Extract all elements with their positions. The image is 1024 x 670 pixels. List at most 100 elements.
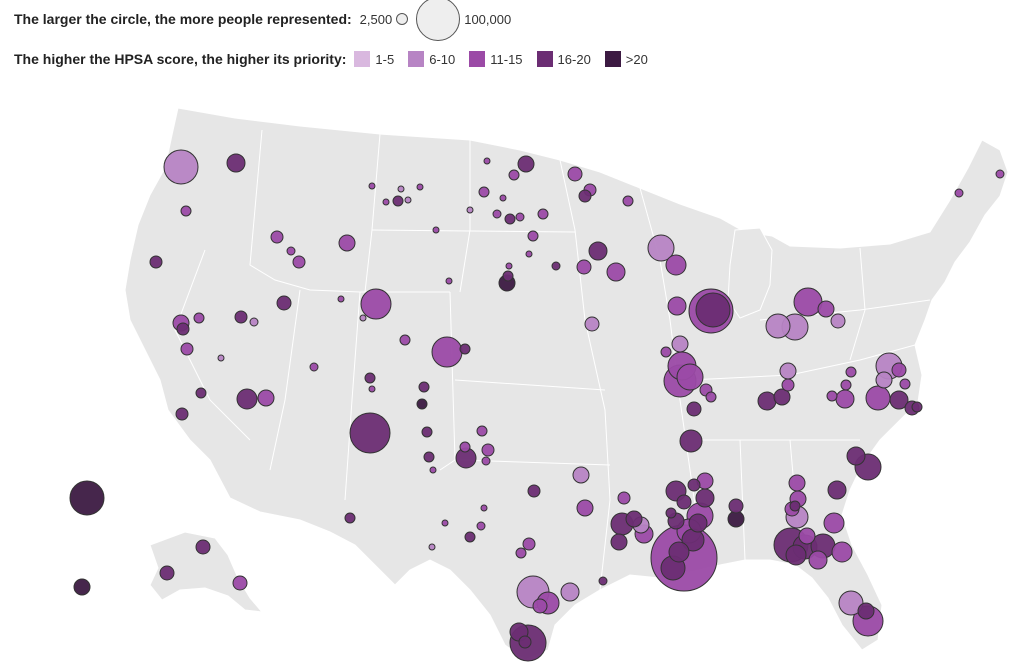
hpsa-bubble[interactable] — [665, 507, 677, 519]
hpsa-bubble[interactable] — [527, 230, 539, 242]
hpsa-bubble[interactable] — [610, 533, 628, 551]
hpsa-bubble[interactable] — [625, 510, 643, 528]
hpsa-bubble[interactable] — [163, 149, 199, 185]
hpsa-bubble[interactable] — [515, 212, 525, 222]
hpsa-bubble[interactable] — [667, 296, 687, 316]
hpsa-bubble[interactable] — [337, 295, 345, 303]
hpsa-bubble[interactable] — [572, 466, 590, 484]
hpsa-bubble[interactable] — [459, 343, 471, 355]
hpsa-bubble[interactable] — [647, 234, 675, 262]
hpsa-bubble[interactable] — [671, 335, 689, 353]
hpsa-bubble[interactable] — [226, 153, 246, 173]
hpsa-bubble[interactable] — [515, 547, 527, 559]
hpsa-bubble[interactable] — [785, 544, 807, 566]
hpsa-bubble[interactable] — [857, 602, 875, 620]
hpsa-bubble[interactable] — [826, 390, 838, 402]
hpsa-bubble[interactable] — [676, 494, 692, 510]
hpsa-bubble[interactable] — [995, 169, 1005, 179]
hpsa-bubble[interactable] — [397, 185, 405, 193]
hpsa-bubble[interactable] — [195, 539, 211, 555]
hpsa-bubble[interactable] — [257, 389, 275, 407]
hpsa-bubble[interactable] — [889, 390, 909, 410]
hpsa-bubble[interactable] — [773, 388, 791, 406]
hpsa-bubble[interactable] — [159, 565, 175, 581]
hpsa-bubble[interactable] — [865, 385, 891, 411]
hpsa-bubble[interactable] — [765, 313, 791, 339]
hpsa-bubble[interactable] — [845, 366, 857, 378]
hpsa-bubble[interactable] — [798, 527, 816, 545]
hpsa-bubble[interactable] — [781, 378, 795, 392]
hpsa-bubble[interactable] — [779, 362, 797, 380]
hpsa-bubble[interactable] — [537, 208, 549, 220]
hpsa-bubble[interactable] — [459, 441, 471, 453]
hpsa-bubble[interactable] — [954, 188, 964, 198]
hpsa-bubble[interactable] — [193, 312, 205, 324]
hpsa-bubble[interactable] — [688, 513, 708, 533]
hpsa-bubble[interactable] — [705, 391, 717, 403]
hpsa-bubble[interactable] — [668, 541, 690, 563]
hpsa-bubble[interactable] — [428, 543, 436, 551]
hpsa-bubble[interactable] — [808, 550, 828, 570]
hpsa-bubble[interactable] — [466, 206, 474, 214]
hpsa-bubble[interactable] — [392, 195, 404, 207]
hpsa-bubble[interactable] — [757, 391, 777, 411]
hpsa-bubble[interactable] — [827, 480, 847, 500]
hpsa-bubble[interactable] — [217, 354, 225, 362]
hpsa-bubble[interactable] — [338, 234, 356, 252]
hpsa-bubble[interactable] — [517, 155, 535, 173]
hpsa-bubble[interactable] — [176, 322, 190, 336]
hpsa-bubble[interactable] — [695, 292, 731, 328]
hpsa-bubble[interactable] — [502, 270, 514, 282]
hpsa-bubble[interactable] — [793, 287, 823, 317]
hpsa-bubble[interactable] — [788, 474, 806, 492]
hpsa-bubble[interactable] — [359, 314, 367, 322]
hpsa-bubble[interactable] — [504, 213, 516, 225]
hpsa-bubble[interactable] — [276, 295, 292, 311]
hpsa-bubble[interactable] — [508, 169, 520, 181]
hpsa-bubble[interactable] — [445, 277, 453, 285]
hpsa-bubble[interactable] — [551, 261, 561, 271]
hpsa-bubble[interactable] — [382, 198, 390, 206]
hpsa-bubble[interactable] — [835, 389, 855, 409]
hpsa-bubble[interactable] — [404, 196, 412, 204]
hpsa-bubble[interactable] — [429, 466, 437, 474]
hpsa-bubble[interactable] — [532, 598, 548, 614]
hpsa-bubble[interactable] — [476, 521, 486, 531]
hpsa-bubble[interactable] — [249, 317, 259, 327]
hpsa-bubble[interactable] — [180, 342, 194, 356]
hpsa-bubble[interactable] — [399, 334, 411, 346]
hpsa-bubble[interactable] — [270, 230, 284, 244]
hpsa-bubble[interactable] — [831, 541, 853, 563]
hpsa-bubble[interactable] — [416, 183, 424, 191]
hpsa-bubble[interactable] — [578, 189, 592, 203]
hpsa-bubble[interactable] — [830, 313, 846, 329]
hpsa-bubble[interactable] — [846, 446, 866, 466]
hpsa-bubble[interactable] — [69, 480, 105, 516]
hpsa-bubble[interactable] — [195, 387, 207, 399]
hpsa-bubble[interactable] — [423, 451, 435, 463]
hpsa-bubble[interactable] — [364, 372, 376, 384]
hpsa-bubble[interactable] — [817, 300, 835, 318]
hpsa-bubble[interactable] — [421, 426, 433, 438]
hpsa-bubble[interactable] — [309, 362, 319, 372]
hpsa-bubble[interactable] — [360, 288, 392, 320]
hpsa-bubble[interactable] — [686, 401, 702, 417]
hpsa-bubble[interactable] — [499, 194, 507, 202]
hpsa-bubble[interactable] — [478, 186, 490, 198]
hpsa-bubble[interactable] — [483, 157, 491, 165]
hpsa-bubble[interactable] — [480, 504, 488, 512]
hpsa-bubble[interactable] — [286, 246, 296, 256]
hpsa-bubble[interactable] — [476, 425, 488, 437]
hpsa-bubble[interactable] — [481, 456, 491, 466]
hpsa-bubble[interactable] — [518, 635, 532, 649]
hpsa-bubble[interactable] — [149, 255, 163, 269]
hpsa-bubble[interactable] — [175, 407, 189, 421]
hpsa-bubble[interactable] — [606, 262, 626, 282]
hpsa-bubble[interactable] — [234, 310, 248, 324]
hpsa-bubble[interactable] — [584, 316, 600, 332]
hpsa-bubble[interactable] — [481, 443, 495, 457]
hpsa-bubble[interactable] — [292, 255, 306, 269]
hpsa-bubble[interactable] — [598, 576, 608, 586]
hpsa-bubble[interactable] — [560, 582, 580, 602]
hpsa-bubble[interactable] — [823, 512, 845, 534]
